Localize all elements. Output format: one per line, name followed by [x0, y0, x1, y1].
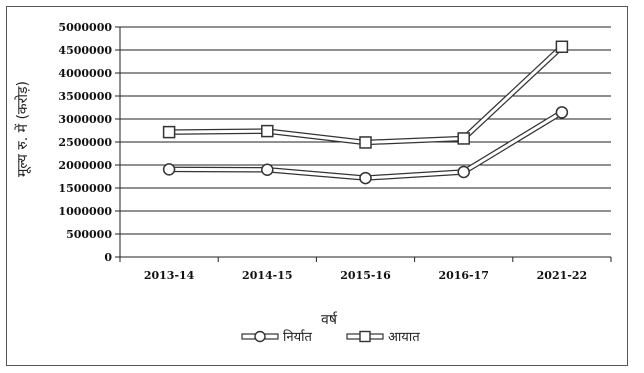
data-point — [162, 163, 176, 176]
x-tick-label: 2021-22 — [537, 269, 588, 282]
y-tick-label: 2000000 — [58, 159, 112, 172]
data-point — [261, 163, 274, 176]
series-line-inner — [169, 45, 563, 144]
series-line-outer — [169, 44, 564, 146]
x-tick-label: 2015-16 — [340, 269, 391, 282]
y-tick-label: 4000000 — [58, 67, 112, 80]
data-point — [359, 171, 372, 185]
series-group — [162, 40, 569, 185]
y-tick-label: 0 — [104, 251, 112, 264]
data-point — [457, 132, 470, 145]
data-point — [555, 40, 569, 54]
y-tick-label: 2500000 — [58, 136, 112, 149]
legend-marker-square — [359, 330, 371, 343]
data-point — [555, 106, 569, 119]
x-tick-label: 2013-14 — [144, 269, 195, 282]
x-axis-title: वर्ष — [321, 311, 338, 328]
y-tick-label: 1000000 — [58, 205, 112, 218]
legend-label-exports: निर्यात — [283, 329, 312, 345]
y-tick-label: 500000 — [66, 228, 112, 241]
x-tick-label: 2014-15 — [242, 269, 293, 282]
legend-label-imports: आयात — [388, 330, 420, 345]
chart-frame: 0 500000 1000000 1500000 2000000 2500000 30000… — [6, 6, 628, 366]
data-point — [261, 124, 274, 138]
series-0 — [162, 106, 569, 185]
y-tick-label: 5000000 — [58, 21, 112, 34]
y-tick-label: 4500000 — [58, 44, 112, 57]
y-tick-label: 3500000 — [58, 90, 112, 103]
y-axis-title: मूल्य रु. में (करोड़) — [14, 81, 31, 177]
x-tick-label: 2016-17 — [438, 269, 489, 282]
data-point — [162, 125, 176, 139]
y-tick-label: 1500000 — [58, 182, 112, 195]
data-point — [359, 136, 372, 149]
grid-lines — [115, 26, 612, 262]
x-tick-labels: 2013-14 2014-15 2015-16 2016-17 2021-22 — [144, 269, 587, 282]
y-tick-label: 3000000 — [58, 113, 112, 126]
legend: निर्यात आयात — [241, 329, 420, 345]
series-1 — [162, 40, 569, 149]
legend-item-exports: निर्यात — [241, 329, 312, 345]
line-chart: 0 500000 1000000 1500000 2000000 2500000 30000… — [14, 21, 612, 345]
y-tick-labels: 0 500000 1000000 1500000 2000000 2500000 30000… — [58, 21, 112, 264]
legend-marker-circle — [254, 330, 266, 343]
legend-item-imports: आयात — [346, 330, 420, 345]
data-point — [457, 165, 470, 179]
